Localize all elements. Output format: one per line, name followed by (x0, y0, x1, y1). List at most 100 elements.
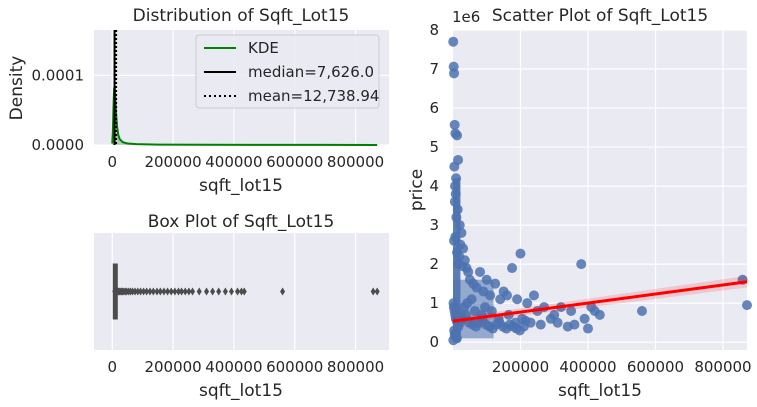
regression-line (452, 280, 748, 323)
box-outlier (374, 287, 380, 296)
scatter-point (474, 266, 485, 277)
box-xtick-label: 600000 (266, 358, 323, 376)
scatter-ytick-label: 6 (429, 99, 439, 117)
scatter-point (528, 290, 539, 301)
box-outlier (172, 287, 178, 296)
scatter-point (552, 317, 563, 328)
scatter-offset-label: 1e6 (452, 8, 480, 26)
box-outlier (176, 287, 182, 296)
box-outlier (235, 287, 241, 296)
box-outlier (228, 287, 234, 296)
scatter-point (481, 274, 492, 285)
scatter-ytick-label: 1 (429, 294, 439, 312)
scatter-point (636, 305, 647, 316)
scatter-point (449, 119, 460, 130)
box-xtick-label: 800000 (327, 358, 384, 376)
scatter-point (501, 290, 512, 301)
scatter-point (576, 259, 587, 270)
box-outlier (144, 287, 150, 296)
kde-title: Distribution of Sqft_Lot15 (133, 6, 350, 26)
scatter-point (448, 335, 459, 346)
scatter-point (535, 319, 546, 330)
kde-xtick-label: 600000 (266, 153, 323, 171)
scatter-point (512, 294, 523, 305)
scatter-point (466, 294, 477, 305)
scatter-title: Scatter Plot of Sqft_Lot15 (492, 6, 708, 26)
scatter-point (507, 263, 518, 274)
scatter-point (485, 290, 496, 301)
scatter-point (450, 181, 461, 192)
scatter-panel: Scatter Plot of Sqft_Lot15 1e6 sqft_lot1… (407, 6, 752, 401)
scatter-ylabel: price (407, 169, 427, 211)
scatter-ytick-label: 3 (429, 216, 439, 234)
scatter-xlabel: sqft_lot15 (558, 381, 642, 401)
scatter-ytick-label: 4 (429, 177, 439, 195)
box-outlier (135, 287, 141, 296)
box-outlier (138, 287, 144, 296)
box-outlier (157, 287, 163, 296)
scatter-ytick-label: 2 (429, 255, 439, 273)
box-xtick-label: 0 (107, 358, 117, 376)
box-outlier (182, 287, 188, 296)
box-xtick-label: 200000 (144, 358, 201, 376)
scatter-point (522, 298, 533, 309)
box-title: Box Plot of Sqft_Lot15 (148, 212, 335, 232)
legend-mean-label: mean=12,738.94 (248, 87, 379, 105)
box-outlier (239, 287, 244, 296)
scatter-point (518, 321, 529, 332)
scatter-point (579, 313, 590, 324)
scatter-point (515, 248, 526, 259)
scatter-point (463, 266, 474, 277)
box-outlier (204, 287, 210, 296)
kde-xtick-label: 800000 (327, 153, 384, 171)
legend-kde-label: KDE (248, 39, 279, 57)
box-outlier (168, 287, 174, 296)
kde-ytick-label: 0.0000 (32, 136, 85, 154)
box-outlier (216, 287, 222, 296)
legend-median-label: median=7,626.0 (248, 63, 374, 81)
scatter-xtick-label: 400000 (559, 358, 616, 376)
scatter-ytick-label: 7 (429, 60, 439, 78)
scatter-point (742, 300, 752, 311)
scatter-xtick-label: 600000 (627, 358, 684, 376)
scatter-point (566, 305, 577, 316)
box-outlier (150, 287, 156, 296)
scatter-point (569, 319, 580, 330)
kde-panel: Distribution of Sqft_Lot15 sqft_lot15 De… (7, 6, 389, 196)
scatter-xtick-label: 200000 (492, 358, 549, 376)
box-outlier (179, 287, 185, 296)
box-outlier (241, 287, 247, 296)
box-xtick-label: 400000 (205, 358, 262, 376)
kde-xlabel: sqft_lot15 (199, 176, 283, 196)
box-outlier (165, 287, 171, 296)
box-outlier (370, 287, 376, 296)
box-outlier (196, 287, 202, 296)
scatter-xtick-label: 800000 (694, 358, 751, 376)
scatter-point (486, 305, 497, 316)
scatter-point (460, 309, 471, 320)
box-outlier (132, 287, 138, 296)
box-outlier (190, 287, 196, 296)
kde-xtick-label: 200000 (144, 153, 201, 171)
scatter-point (449, 196, 460, 207)
kde-ylabel: Density (7, 56, 27, 121)
scatter-ytick-label: 8 (429, 21, 439, 39)
box-xlabel: sqft_lot15 (199, 381, 283, 401)
box-outlier (147, 287, 153, 296)
box-outlier (210, 287, 216, 296)
legend-frame (195, 34, 380, 109)
box-outlier (161, 287, 167, 296)
scatter-point (450, 188, 461, 199)
scatter-point (451, 212, 462, 223)
scatter-ytick-label: 0 (429, 333, 439, 351)
scatter-point (452, 204, 463, 215)
scatter-point (448, 36, 459, 47)
scatter-point (490, 278, 501, 289)
box-outlier (141, 287, 147, 296)
scatter-point (449, 161, 460, 172)
kde-legend: KDE median=7,626.0 mean=12,738.94 (195, 34, 380, 109)
scatter-point (582, 323, 593, 334)
box-outlier (280, 287, 286, 296)
kde-xtick-label: 0 (107, 153, 117, 171)
